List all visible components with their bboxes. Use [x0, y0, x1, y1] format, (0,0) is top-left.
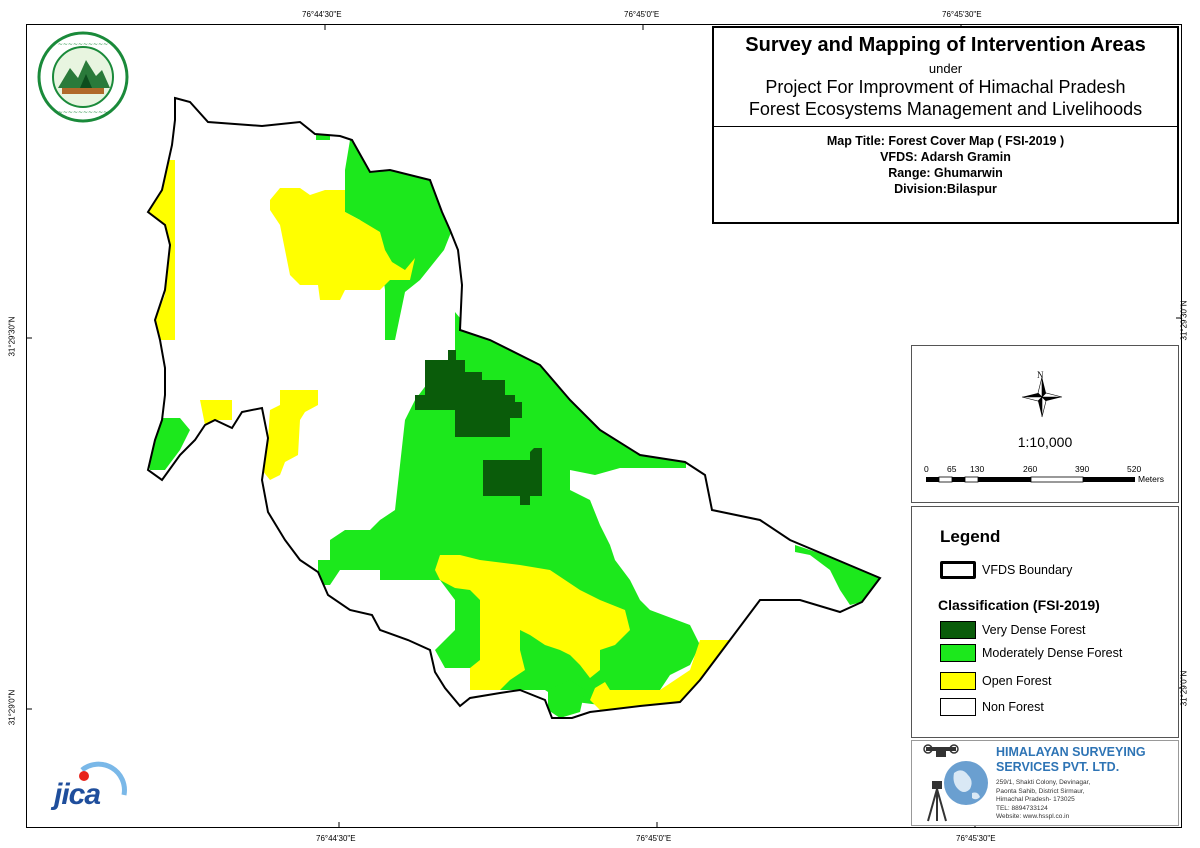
title-under: under	[928, 61, 963, 76]
boundary-swatch	[940, 561, 976, 579]
division-text: Division:Bilaspur	[894, 182, 997, 196]
company-panel: HIMALAYAN SURVEYING SERVICES PVT. LTD. 2…	[911, 740, 1179, 826]
scale-ratio: 1:10,000	[1017, 434, 1073, 450]
legend-moderately-dense: Moderately Dense Forest	[940, 644, 1122, 662]
company-logo-icon	[923, 744, 988, 822]
tick-bottom-1: 76°44'30"E	[316, 834, 356, 843]
very-dense-swatch	[940, 621, 976, 639]
north-scale-panel: N 1:10,000 0 65 130 260 390 520 Meters	[911, 345, 1179, 503]
company-address: 259/1, Shakti Colony, Devinagar, Paonta …	[996, 779, 1090, 822]
company-name-line-2: SERVICES PVT. LTD.	[996, 760, 1120, 774]
address-line-4: TEL: 8894733124	[996, 804, 1048, 812]
range-text: Range: Ghumarwin	[888, 166, 1003, 180]
legend-boundary: VFDS Boundary	[940, 561, 1072, 579]
scale-label-65: 65	[947, 464, 957, 474]
project-line-2: Forest Ecosystems Management and Livelih…	[748, 99, 1143, 119]
tick-top-3: 76°45'30"E	[942, 10, 982, 19]
project-line-1: Project For Improvment of Himachal Prade…	[765, 77, 1126, 97]
scale-unit: Meters	[1138, 474, 1164, 484]
boundary-label: VFDS Boundary	[982, 563, 1073, 577]
open-forest-label: Open Forest	[982, 674, 1052, 688]
title-panel: Survey and Mapping of Intervention Areas…	[712, 26, 1179, 224]
scale-label-0: 0	[924, 464, 929, 474]
vfds-boundary	[146, 96, 882, 719]
tick-bottom-3: 76°45'30"E	[956, 834, 996, 843]
moderately-dense-swatch	[940, 644, 976, 662]
legend-non-forest: Non Forest	[940, 698, 1044, 716]
jica-text: JICA	[54, 778, 101, 811]
scale-bar	[926, 476, 1135, 483]
tick-top-2: 76°45'0"E	[624, 10, 660, 19]
map-frame	[26, 24, 1182, 828]
classification-title: Classification (FSI-2019)	[938, 597, 1100, 613]
jica-swoosh-icon	[79, 761, 127, 796]
non-forest-swatch	[940, 698, 976, 716]
map-title-text: Map Title: Forest Cover Map ( FSI-2019 )	[826, 134, 1065, 148]
main-title: Survey and Mapping of Intervention Areas	[745, 34, 1146, 56]
legend-open-forest: Open Forest	[940, 672, 1051, 690]
tick-bottom-2: 76°45'0"E	[636, 834, 672, 843]
scale-label-390: 390	[1075, 464, 1090, 474]
scale-label-260: 260	[1023, 464, 1038, 474]
company-name-line-1: HIMALAYAN SURVEYING	[996, 745, 1146, 759]
north-arrow-icon	[1021, 376, 1063, 418]
jica-logo: JICA	[52, 760, 132, 820]
hp-forest-department-seal: ~~~~~~~~~~ ~~~~~~~~~~	[37, 31, 129, 123]
scale-label-130: 130	[970, 464, 985, 474]
address-line-3: Himachal Pradesh- 173025	[996, 796, 1075, 803]
address-line-5: Website: www.hsspl.co.in	[996, 813, 1070, 820]
vfds-text: VFDS: Adarsh Gramin	[880, 150, 1011, 164]
legend-title: Legend	[940, 527, 1001, 546]
address-line-2: Paonta Sahib, District Sirmaur,	[996, 787, 1085, 795]
map-info: Map Title: Forest Cover Map ( FSI-2019 )…	[714, 133, 1177, 197]
tick-top-1: 76°44'30"E	[302, 10, 342, 19]
company-name: HIMALAYAN SURVEYING SERVICES PVT. LTD.	[996, 745, 1146, 775]
very-dense-label: Very Dense Forest	[982, 623, 1086, 637]
moderately-dense-label: Moderately Dense Forest	[982, 646, 1123, 660]
address-line-1: 259/1, Shakti Colony, Devinagar,	[996, 779, 1091, 786]
title-divider	[714, 126, 1177, 127]
legend-very-dense: Very Dense Forest	[940, 621, 1086, 639]
legend-panel: Legend VFDS Boundary Classification (FSI…	[911, 506, 1179, 738]
scale-label-520: 520	[1127, 464, 1142, 474]
non-forest-label: Non Forest	[982, 700, 1044, 714]
north-letter: N	[1037, 370, 1044, 380]
open-forest-swatch	[940, 672, 976, 690]
svg-text:~~~~~~~~~~: ~~~~~~~~~~	[58, 41, 108, 48]
svg-text:~~~~~~~~~~: ~~~~~~~~~~	[58, 109, 108, 116]
